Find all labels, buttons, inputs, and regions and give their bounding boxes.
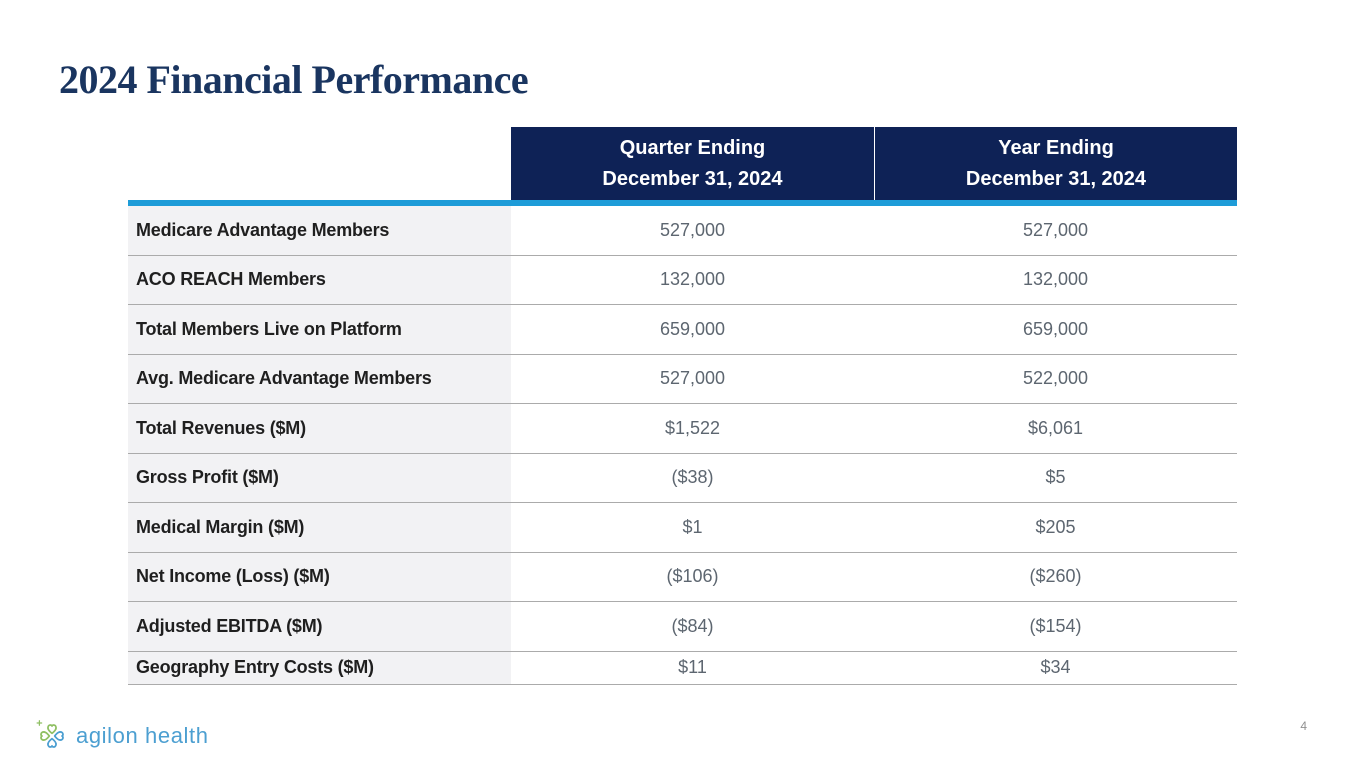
- row-label: Total Members Live on Platform: [128, 305, 511, 354]
- row-value-year: 522,000: [1022, 368, 1089, 389]
- row-value-year: ($260): [1029, 566, 1082, 587]
- row-value-quarter: $1: [682, 516, 703, 537]
- agilon-clover-icon: [36, 720, 64, 748]
- table-row: Medical Margin ($M) $1 $205: [128, 503, 1237, 553]
- table-row: ACO REACH Members 132,000 132,000: [128, 255, 1237, 305]
- row-value-quarter: 527,000: [659, 368, 726, 389]
- table-row: Avg. Medicare Advantage Members 527,000 …: [128, 354, 1237, 404]
- table-row: Net Income (Loss) ($M) ($106) ($260): [128, 552, 1237, 602]
- row-value-quarter: 659,000: [659, 318, 726, 339]
- column-header-year: Year Ending December 31, 2024: [874, 127, 1237, 200]
- row-label: Medicare Advantage Members: [128, 206, 511, 255]
- row-value-quarter: ($38): [671, 467, 714, 488]
- row-value-quarter: 527,000: [659, 219, 726, 240]
- table-row: Total Members Live on Platform 659,000 6…: [128, 305, 1237, 355]
- table-row: Medicare Advantage Members 527,000 527,0…: [128, 206, 1237, 256]
- row-value-year: $6,061: [1027, 417, 1084, 438]
- row-value-quarter: ($106): [666, 566, 719, 587]
- table-row: Total Revenues ($M) $1,522 $6,061: [128, 404, 1237, 454]
- accent-divider-bar: [128, 200, 1237, 206]
- page-title: 2024 Financial Performance: [59, 57, 529, 102]
- column-header-year-line1: Year Ending: [998, 136, 1114, 159]
- column-header-year-line2: December 31, 2024: [965, 167, 1147, 190]
- financial-table: Quarter Ending December 31, 2024 Year En…: [128, 127, 1237, 685]
- row-value-year: ($154): [1029, 615, 1082, 636]
- row-value-quarter: 132,000: [659, 269, 726, 290]
- row-label: ACO REACH Members: [128, 255, 511, 304]
- row-label: Medical Margin ($M): [128, 503, 511, 552]
- logo-wordmark: agilon health: [76, 723, 209, 748]
- table-body: Medicare Advantage Members 527,000 527,0…: [128, 206, 1237, 685]
- row-value-year: 527,000: [1022, 219, 1089, 240]
- row-value-year: $5: [1045, 467, 1066, 488]
- company-logo: agilon health: [34, 718, 209, 754]
- table-row: Gross Profit ($M) ($38) $5: [128, 453, 1237, 503]
- row-value-quarter: $11: [678, 657, 707, 677]
- column-header-quarter: Quarter Ending December 31, 2024: [511, 127, 874, 200]
- table-header-row: Quarter Ending December 31, 2024 Year En…: [128, 127, 1237, 200]
- column-header-quarter-line1: Quarter Ending: [619, 136, 766, 159]
- row-value-year: 659,000: [1022, 318, 1089, 339]
- row-label: Adjusted EBITDA ($M): [128, 602, 511, 651]
- row-value-quarter: ($84): [671, 615, 714, 636]
- row-label: Net Income (Loss) ($M): [128, 552, 511, 601]
- page-number: 4: [1300, 719, 1307, 733]
- table-header-spacer: [128, 127, 511, 200]
- row-value-year: $34: [1040, 657, 1071, 677]
- row-label: Geography Entry Costs ($M): [128, 651, 511, 684]
- row-value-year: 132,000: [1022, 269, 1089, 290]
- row-value-quarter: $1,522: [664, 417, 721, 438]
- table-row: Adjusted EBITDA ($M) ($84) ($154): [128, 602, 1237, 652]
- row-label: Avg. Medicare Advantage Members: [128, 354, 511, 403]
- row-label: Total Revenues ($M): [128, 404, 511, 453]
- table-row: Geography Entry Costs ($M) $11 $34: [128, 651, 1237, 685]
- row-label: Gross Profit ($M): [128, 453, 511, 502]
- column-header-quarter-line2: December 31, 2024: [602, 167, 783, 190]
- row-value-year: $205: [1035, 516, 1076, 537]
